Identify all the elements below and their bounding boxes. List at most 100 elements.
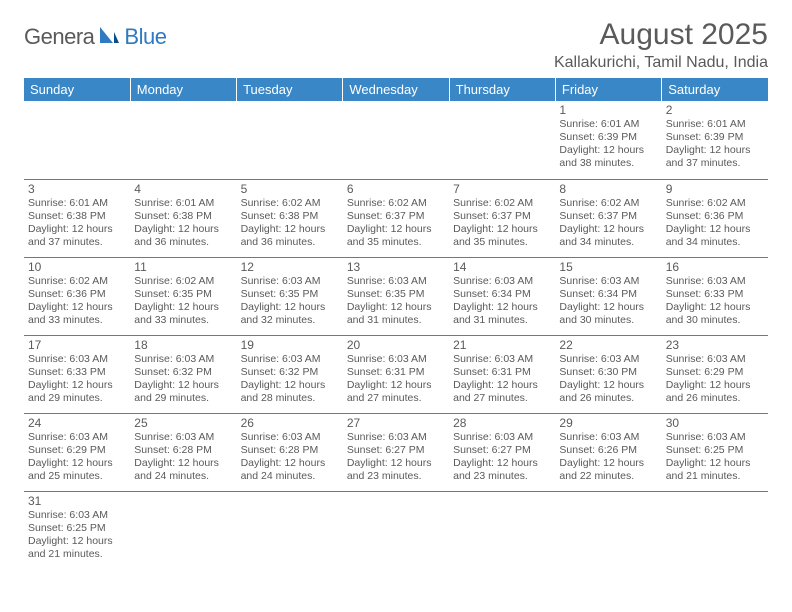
day-number: 9 [666,182,764,196]
day-number: 27 [347,416,445,430]
calendar-cell: 20Sunrise: 6:03 AMSunset: 6:31 PMDayligh… [343,335,449,413]
calendar-cell: 21Sunrise: 6:03 AMSunset: 6:31 PMDayligh… [449,335,555,413]
day-number: 2 [666,103,764,117]
calendar-cell: 27Sunrise: 6:03 AMSunset: 6:27 PMDayligh… [343,413,449,491]
calendar-cell [555,491,661,569]
day-number: 26 [241,416,339,430]
calendar-cell: 6Sunrise: 6:02 AMSunset: 6:37 PMDaylight… [343,179,449,257]
header: Genera Blue August 2025 Kallakurichi, Ta… [24,18,768,72]
day-info: Sunrise: 6:01 AMSunset: 6:39 PMDaylight:… [666,118,764,171]
calendar-body: 1Sunrise: 6:01 AMSunset: 6:39 PMDaylight… [24,101,768,569]
calendar-cell: 14Sunrise: 6:03 AMSunset: 6:34 PMDayligh… [449,257,555,335]
day-number: 12 [241,260,339,274]
day-info: Sunrise: 6:03 AMSunset: 6:32 PMDaylight:… [134,353,232,406]
day-number: 29 [559,416,657,430]
day-info: Sunrise: 6:02 AMSunset: 6:36 PMDaylight:… [28,275,126,328]
day-info: Sunrise: 6:03 AMSunset: 6:35 PMDaylight:… [347,275,445,328]
day-number: 11 [134,260,232,274]
day-number: 28 [453,416,551,430]
calendar-cell: 30Sunrise: 6:03 AMSunset: 6:25 PMDayligh… [662,413,768,491]
day-info: Sunrise: 6:03 AMSunset: 6:25 PMDaylight:… [666,431,764,484]
day-number: 15 [559,260,657,274]
weekday-header: Saturday [662,78,768,101]
day-number: 24 [28,416,126,430]
calendar-cell: 10Sunrise: 6:02 AMSunset: 6:36 PMDayligh… [24,257,130,335]
calendar-cell: 4Sunrise: 6:01 AMSunset: 6:38 PMDaylight… [130,179,236,257]
day-info: Sunrise: 6:03 AMSunset: 6:29 PMDaylight:… [28,431,126,484]
calendar-cell [237,491,343,569]
day-info: Sunrise: 6:03 AMSunset: 6:27 PMDaylight:… [347,431,445,484]
calendar-cell [130,491,236,569]
day-number: 21 [453,338,551,352]
day-number: 5 [241,182,339,196]
day-number: 10 [28,260,126,274]
day-info: Sunrise: 6:03 AMSunset: 6:27 PMDaylight:… [453,431,551,484]
location: Kallakurichi, Tamil Nadu, India [554,54,768,72]
day-info: Sunrise: 6:03 AMSunset: 6:28 PMDaylight:… [134,431,232,484]
calendar-cell: 25Sunrise: 6:03 AMSunset: 6:28 PMDayligh… [130,413,236,491]
title-block: August 2025 Kallakurichi, Tamil Nadu, In… [554,18,768,72]
day-number: 17 [28,338,126,352]
day-info: Sunrise: 6:03 AMSunset: 6:30 PMDaylight:… [559,353,657,406]
day-number: 16 [666,260,764,274]
day-number: 3 [28,182,126,196]
day-info: Sunrise: 6:03 AMSunset: 6:26 PMDaylight:… [559,431,657,484]
calendar-cell: 8Sunrise: 6:02 AMSunset: 6:37 PMDaylight… [555,179,661,257]
day-info: Sunrise: 6:02 AMSunset: 6:35 PMDaylight:… [134,275,232,328]
day-info: Sunrise: 6:03 AMSunset: 6:29 PMDaylight:… [666,353,764,406]
weekday-header: Tuesday [237,78,343,101]
calendar-cell [24,101,130,179]
calendar-cell [130,101,236,179]
day-number: 6 [347,182,445,196]
logo-text-2: Blue [124,24,166,50]
day-number: 30 [666,416,764,430]
calendar-header: SundayMondayTuesdayWednesdayThursdayFrid… [24,78,768,101]
month-title: August 2025 [554,18,768,52]
day-info: Sunrise: 6:02 AMSunset: 6:37 PMDaylight:… [453,197,551,250]
day-info: Sunrise: 6:03 AMSunset: 6:35 PMDaylight:… [241,275,339,328]
day-number: 20 [347,338,445,352]
day-number: 8 [559,182,657,196]
day-info: Sunrise: 6:03 AMSunset: 6:28 PMDaylight:… [241,431,339,484]
day-info: Sunrise: 6:03 AMSunset: 6:33 PMDaylight:… [28,353,126,406]
day-info: Sunrise: 6:03 AMSunset: 6:34 PMDaylight:… [559,275,657,328]
sail-icon [98,25,120,50]
day-number: 25 [134,416,232,430]
day-info: Sunrise: 6:02 AMSunset: 6:37 PMDaylight:… [347,197,445,250]
weekday-header: Thursday [449,78,555,101]
day-info: Sunrise: 6:03 AMSunset: 6:25 PMDaylight:… [28,509,126,562]
day-number: 14 [453,260,551,274]
calendar-cell [343,491,449,569]
day-info: Sunrise: 6:02 AMSunset: 6:36 PMDaylight:… [666,197,764,250]
calendar-cell: 16Sunrise: 6:03 AMSunset: 6:33 PMDayligh… [662,257,768,335]
calendar-cell: 11Sunrise: 6:02 AMSunset: 6:35 PMDayligh… [130,257,236,335]
calendar-cell [449,491,555,569]
calendar-cell: 3Sunrise: 6:01 AMSunset: 6:38 PMDaylight… [24,179,130,257]
day-info: Sunrise: 6:03 AMSunset: 6:31 PMDaylight:… [347,353,445,406]
day-number: 22 [559,338,657,352]
calendar-cell: 28Sunrise: 6:03 AMSunset: 6:27 PMDayligh… [449,413,555,491]
calendar-cell: 18Sunrise: 6:03 AMSunset: 6:32 PMDayligh… [130,335,236,413]
day-number: 18 [134,338,232,352]
day-info: Sunrise: 6:01 AMSunset: 6:39 PMDaylight:… [559,118,657,171]
calendar-cell: 26Sunrise: 6:03 AMSunset: 6:28 PMDayligh… [237,413,343,491]
day-info: Sunrise: 6:03 AMSunset: 6:31 PMDaylight:… [453,353,551,406]
calendar-cell: 19Sunrise: 6:03 AMSunset: 6:32 PMDayligh… [237,335,343,413]
day-info: Sunrise: 6:03 AMSunset: 6:32 PMDaylight:… [241,353,339,406]
calendar-cell [343,101,449,179]
day-number: 7 [453,182,551,196]
calendar-cell: 22Sunrise: 6:03 AMSunset: 6:30 PMDayligh… [555,335,661,413]
calendar-cell: 5Sunrise: 6:02 AMSunset: 6:38 PMDaylight… [237,179,343,257]
day-number: 31 [28,494,126,508]
day-number: 23 [666,338,764,352]
day-number: 4 [134,182,232,196]
weekday-header: Sunday [24,78,130,101]
calendar-cell: 31Sunrise: 6:03 AMSunset: 6:25 PMDayligh… [24,491,130,569]
weekday-header: Monday [130,78,236,101]
day-number: 19 [241,338,339,352]
calendar-cell: 7Sunrise: 6:02 AMSunset: 6:37 PMDaylight… [449,179,555,257]
logo: Genera Blue [24,24,166,50]
day-info: Sunrise: 6:01 AMSunset: 6:38 PMDaylight:… [134,197,232,250]
logo-text-1: Genera [24,24,94,50]
calendar-cell: 13Sunrise: 6:03 AMSunset: 6:35 PMDayligh… [343,257,449,335]
